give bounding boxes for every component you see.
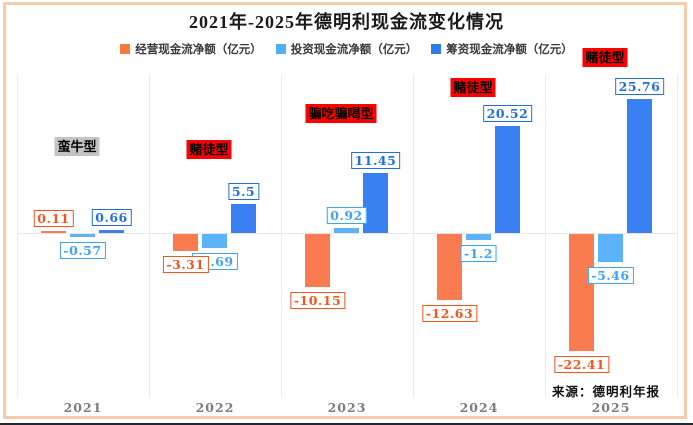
value-label: -12.63 bbox=[421, 304, 478, 322]
financing-series-swatch-icon bbox=[431, 44, 442, 54]
vertical-gridline bbox=[545, 74, 546, 398]
value-label: 11.45 bbox=[350, 152, 401, 170]
value-label: -10.15 bbox=[289, 291, 346, 309]
legend-item-label: 投资现金流净额（亿元） bbox=[290, 44, 418, 56]
value-label: 20.52 bbox=[482, 105, 533, 123]
vertical-gridline bbox=[677, 74, 678, 398]
x-axis-label: 2024 bbox=[459, 400, 499, 415]
legend-item-operating: 经营现金流净额（亿元） bbox=[120, 41, 262, 57]
value-label: -0.57 bbox=[59, 241, 106, 259]
value-label: 0.66 bbox=[91, 208, 132, 226]
vertical-gridline bbox=[413, 74, 414, 398]
value-label: 0.92 bbox=[326, 207, 367, 225]
x-axis-label: 2022 bbox=[195, 400, 235, 415]
vertical-gridline bbox=[281, 74, 282, 398]
type-annotation: 赌徒型 bbox=[186, 140, 232, 159]
bar-2023-series2 bbox=[363, 173, 388, 233]
window-bottom-edge bbox=[0, 423, 693, 425]
bar-2023-series1 bbox=[334, 228, 359, 233]
operating-series-swatch-icon bbox=[120, 44, 131, 54]
bar-2021-series0 bbox=[41, 231, 66, 233]
x-axis-label: 2021 bbox=[63, 400, 103, 415]
bar-2023-series0 bbox=[305, 234, 330, 287]
vertical-gridline bbox=[149, 74, 150, 398]
value-label: 5.5 bbox=[227, 183, 260, 201]
bar-2022-series1 bbox=[202, 234, 227, 248]
bar-2024-series2 bbox=[495, 126, 520, 233]
legend-item-investing: 投资现金流净额（亿元） bbox=[275, 41, 418, 57]
bar-2024-series0 bbox=[437, 234, 462, 300]
type-annotation: 赌徒型 bbox=[582, 48, 628, 67]
bar-2022-series0 bbox=[173, 234, 198, 252]
bar-2025-series1 bbox=[598, 234, 623, 263]
legend: 经营现金流净额（亿元） 投资现金流净额（亿元） 筹资现金流净额（亿元） bbox=[0, 41, 693, 57]
type-annotation: 骗吃骗喝型 bbox=[305, 104, 377, 123]
value-label: -5.46 bbox=[587, 267, 634, 285]
bar-2025-series2 bbox=[627, 99, 652, 233]
value-label: -1.2 bbox=[460, 245, 497, 263]
value-label: 25.76 bbox=[614, 78, 665, 96]
vertical-gridline bbox=[17, 74, 18, 398]
value-label: -3.31 bbox=[162, 256, 209, 274]
legend-item-label: 经营现金流净额（亿元） bbox=[135, 44, 262, 56]
bar-2024-series1 bbox=[466, 234, 491, 241]
x-axis-label: 2023 bbox=[327, 400, 367, 415]
value-label: -22.41 bbox=[553, 355, 610, 373]
bar-2022-series2 bbox=[231, 204, 256, 233]
bar-2021-series2 bbox=[99, 229, 124, 233]
type-annotation: 蛮牛型 bbox=[54, 137, 100, 156]
bar-2025-series0 bbox=[569, 234, 594, 351]
chart-title: 2021年-2025年德明利现金流变化情况 bbox=[189, 12, 504, 32]
bar-2021-series1 bbox=[70, 234, 95, 237]
type-annotation: 赌徒型 bbox=[450, 78, 496, 97]
zero-baseline bbox=[17, 233, 677, 234]
legend-item-financing: 筹资现金流净额（亿元） bbox=[431, 41, 573, 57]
source-note: 来源：德明利年报 bbox=[551, 385, 660, 399]
value-label: 0.11 bbox=[33, 210, 74, 227]
legend-item-label: 筹资现金流净额（亿元） bbox=[446, 44, 573, 56]
x-axis-label: 2025 bbox=[591, 400, 631, 415]
investing-series-swatch-icon bbox=[275, 44, 286, 54]
